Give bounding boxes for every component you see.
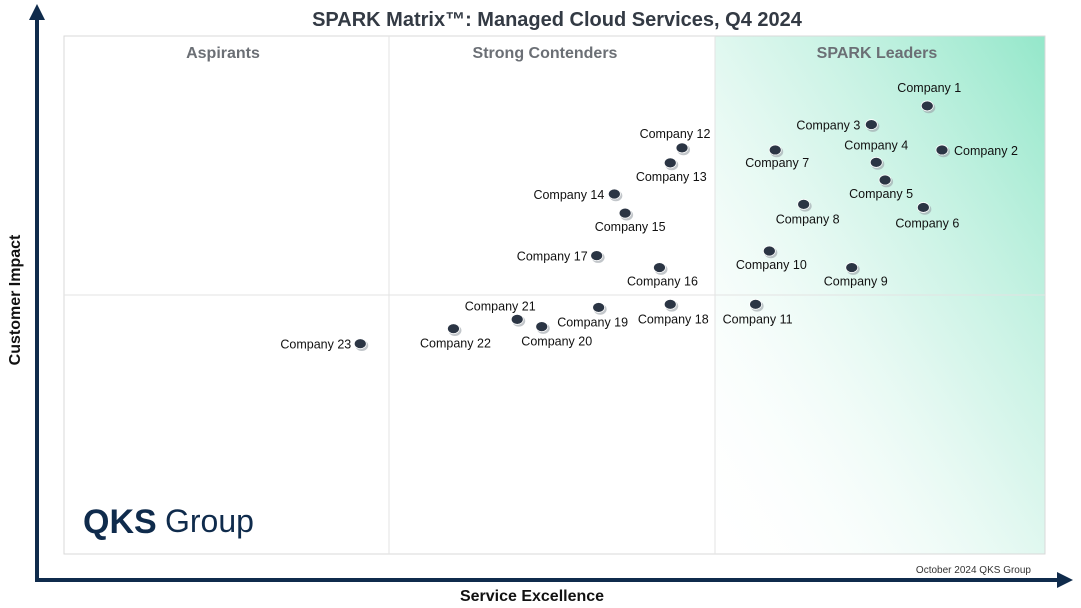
point-company-7 — [768, 144, 782, 156]
point-company-14 — [607, 188, 621, 200]
qks-group-logo: QKS Group — [83, 503, 254, 541]
x-axis-label: Service Excellence — [460, 588, 604, 605]
point-label-company-3: Company 3 — [796, 119, 860, 133]
point-label-company-2: Company 2 — [954, 144, 1018, 158]
point-company-8 — [797, 198, 811, 210]
point-company-4 — [869, 156, 883, 168]
point-company-5 — [878, 174, 892, 186]
point-company-10 — [762, 245, 776, 257]
point-label-company-6: Company 6 — [895, 216, 959, 230]
point-label-company-21: Company 21 — [465, 299, 536, 313]
point-company-12 — [675, 142, 689, 154]
point-company-15 — [618, 207, 632, 219]
logo-bold-text: QKS — [83, 503, 157, 541]
quadrant-label-strong-contenders: Strong Contenders — [473, 45, 618, 62]
point-label-company-15: Company 15 — [595, 220, 666, 234]
point-label-company-12: Company 12 — [640, 127, 711, 141]
point-company-2 — [935, 144, 949, 156]
point-label-company-9: Company 9 — [824, 275, 888, 289]
point-label-company-1: Company 1 — [897, 81, 961, 95]
point-company-17 — [590, 250, 604, 262]
data-points: Company 1 Company 2 Company 3 Company 4 Comp… — [280, 81, 1018, 352]
point-company-19 — [592, 302, 606, 313]
point-label-company-7: Company 7 — [745, 156, 809, 170]
chart-title: SPARK Matrix™: Managed Cloud Services, Q… — [312, 9, 803, 31]
logo-regular-text: Group — [165, 503, 254, 539]
point-company-11 — [749, 298, 763, 310]
point-company-13 — [663, 157, 677, 169]
point-company-6 — [916, 202, 930, 213]
point-company-9 — [845, 262, 859, 273]
point-company-23 — [353, 338, 367, 350]
footer-note: October 2024 QKS Group — [916, 565, 1032, 576]
point-company-1 — [920, 100, 934, 112]
point-company-22 — [447, 323, 460, 335]
point-label-company-22: Company 22 — [420, 337, 491, 351]
point-label-company-16: Company 16 — [627, 275, 698, 289]
point-label-company-20: Company 20 — [521, 335, 592, 349]
point-label-company-5: Company 5 — [849, 187, 913, 201]
point-label-company-8: Company 8 — [776, 212, 840, 226]
point-label-company-4: Company 4 — [844, 138, 908, 152]
quadrant-label-spark-leaders: SPARK Leaders — [817, 45, 938, 62]
point-label-company-19: Company 19 — [557, 315, 628, 329]
point-label-company-18: Company 18 — [638, 312, 709, 326]
y-axis-label: Customer Impact — [7, 234, 24, 365]
point-label-company-10: Company 10 — [736, 258, 807, 272]
point-company-20 — [535, 321, 549, 332]
point-label-company-14: Company 14 — [533, 188, 604, 202]
point-label-company-17: Company 17 — [517, 250, 588, 264]
point-company-21 — [510, 313, 524, 325]
point-company-18 — [663, 298, 677, 310]
point-label-company-23: Company 23 — [280, 338, 351, 352]
point-label-company-13: Company 13 — [636, 170, 707, 184]
quadrant-label-aspirants: Aspirants — [186, 45, 260, 62]
point-company-3 — [864, 119, 878, 130]
point-label-company-11: Company 11 — [723, 312, 793, 326]
point-company-16 — [653, 262, 666, 273]
